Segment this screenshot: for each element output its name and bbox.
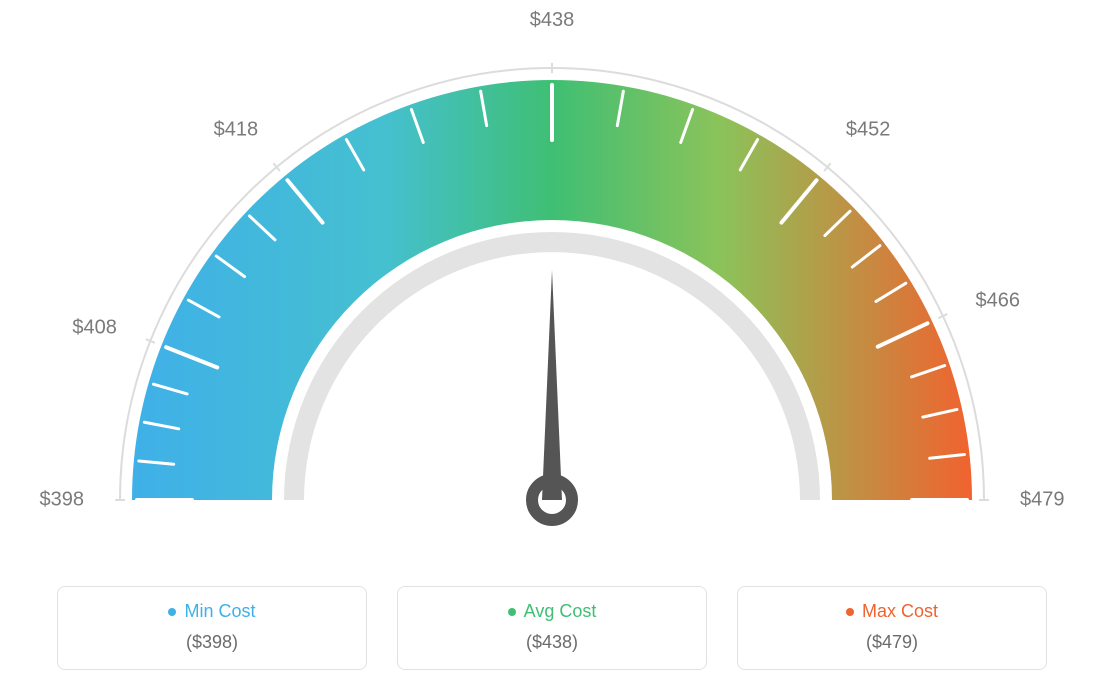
- gauge-tick-label: $408: [72, 316, 117, 339]
- legend-min-title-row: Min Cost: [68, 601, 356, 622]
- legend-card-max: Max Cost ($479): [737, 586, 1047, 670]
- legend-value-min: ($398): [68, 632, 356, 653]
- cost-gauge-chart: [0, 0, 1104, 560]
- legend-card-min: Min Cost ($398): [57, 586, 367, 670]
- gauge-tick-label: $479: [1020, 489, 1065, 512]
- gauge-tick-label: $438: [530, 9, 575, 32]
- legend-title-min: Min Cost: [184, 601, 255, 622]
- gauge-svg: [0, 0, 1104, 560]
- gauge-tick-label: $466: [975, 289, 1020, 312]
- legend-value-avg: ($438): [408, 632, 696, 653]
- legend-card-avg: Avg Cost ($438): [397, 586, 707, 670]
- legend-dot-min: [168, 608, 176, 616]
- legend-max-title-row: Max Cost: [748, 601, 1036, 622]
- gauge-tick-label: $452: [846, 119, 891, 142]
- legend-value-max: ($479): [748, 632, 1036, 653]
- legend-dot-max: [846, 608, 854, 616]
- legend-title-max: Max Cost: [862, 601, 938, 622]
- gauge-tick-label: $418: [214, 119, 259, 142]
- legend-dot-avg: [508, 608, 516, 616]
- legend-title-avg: Avg Cost: [524, 601, 597, 622]
- gauge-tick-label: $398: [40, 489, 85, 512]
- legend-avg-title-row: Avg Cost: [408, 601, 696, 622]
- legend-row: Min Cost ($398) Avg Cost ($438) Max Cost…: [0, 586, 1104, 670]
